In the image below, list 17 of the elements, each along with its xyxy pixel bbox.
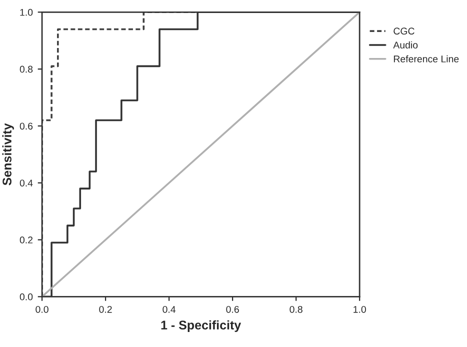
x-tick-label: 0.4 bbox=[162, 306, 176, 313]
legend-label: Reference Line bbox=[394, 55, 459, 62]
y-tick-label: 1.0 bbox=[20, 8, 33, 16]
x-axis-title: 1 - Specificity bbox=[161, 320, 242, 332]
x-tick-label: 0.8 bbox=[290, 306, 302, 313]
x-tick-label: 0.0 bbox=[36, 306, 48, 313]
y-tick-label: 0.4 bbox=[20, 180, 33, 186]
y-tick-label: 0.2 bbox=[20, 236, 33, 244]
legend-label: CGC bbox=[394, 28, 414, 35]
y-axis-title: Sensitivity bbox=[2, 123, 14, 186]
x-tick-label: 1.0 bbox=[354, 306, 366, 313]
y-tick-label: 0.6 bbox=[20, 122, 33, 130]
y-tick-label: 0.0 bbox=[20, 293, 33, 300]
y-tick-label: 0.8 bbox=[20, 66, 33, 73]
x-tick-label: 0.6 bbox=[226, 306, 239, 313]
x-tick-label: 0.2 bbox=[99, 306, 112, 313]
legend-label: Audio bbox=[393, 41, 418, 48]
